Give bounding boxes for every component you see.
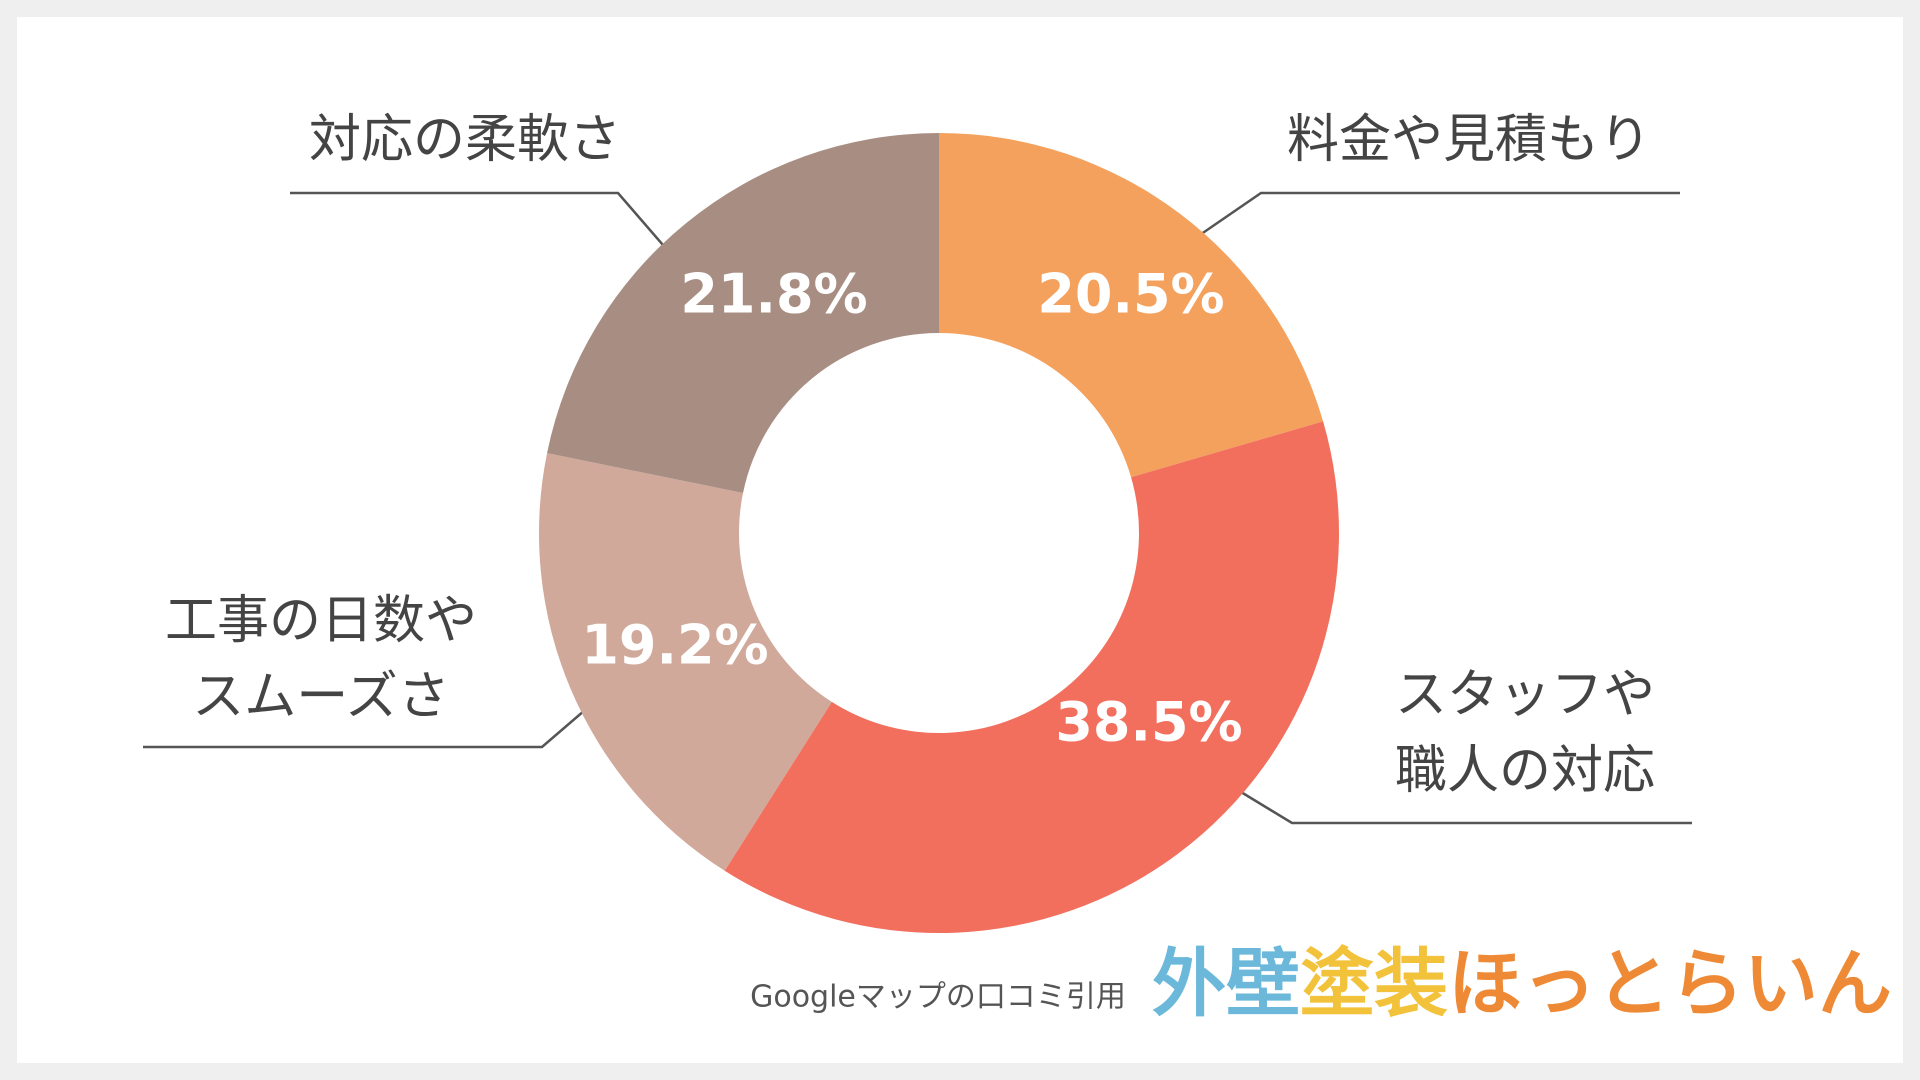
leader-line xyxy=(290,191,683,268)
leader-line xyxy=(1193,191,1680,241)
donut-slice xyxy=(539,453,832,871)
value-label: 21.8% xyxy=(680,263,867,326)
logo-part: 塗装 xyxy=(1300,941,1448,1027)
category-label: 料金や見積もり xyxy=(1287,110,1651,170)
logo-part: 外壁 xyxy=(1152,941,1300,1027)
category-label: 職人の対応 xyxy=(1395,741,1655,801)
category-label: 工事の日数や xyxy=(165,591,477,651)
value-label: 19.2% xyxy=(581,614,768,677)
donut-slice xyxy=(724,421,1339,933)
value-label: 20.5% xyxy=(1037,263,1224,326)
donut-slice xyxy=(547,133,939,494)
category-label: 対応の柔軟さ xyxy=(309,110,621,170)
value-label: 38.5% xyxy=(1055,691,1242,754)
donut-slice xyxy=(939,133,1324,478)
source-note: Googleマップの口コミ引用 xyxy=(750,980,1126,1015)
category-label: スタッフや xyxy=(1395,665,1655,725)
logo: 外壁塗装ほっとらいん xyxy=(1152,941,1892,1027)
logo-part: ほっとらいん xyxy=(1448,941,1892,1027)
category-label: スムーズさ xyxy=(192,667,449,727)
